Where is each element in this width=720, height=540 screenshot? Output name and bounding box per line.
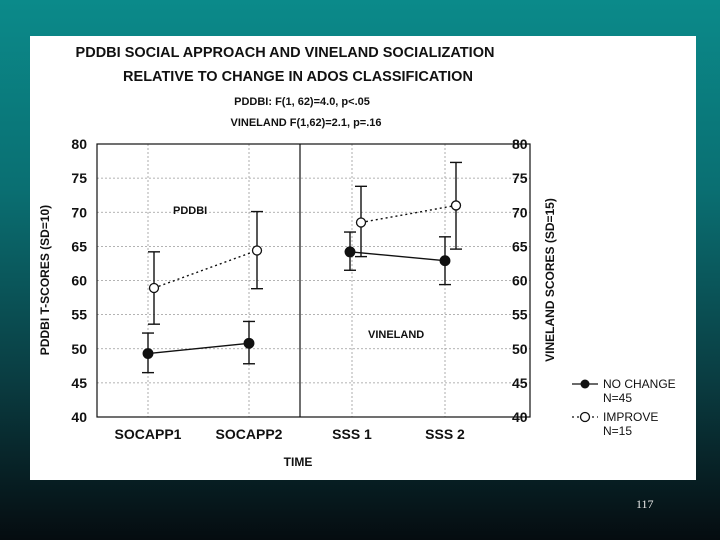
data-point-improve [355,217,367,228]
series [142,161,462,374]
y-tick-label-right: 50 [512,341,528,357]
x-tick-label: SOCAPP2 [216,426,283,442]
chart: PDDBI SOCIAL APPROACH AND VINELAND SOCIA… [38,45,676,469]
y-tick-label-right: 55 [512,307,528,323]
series-line-improve [153,249,258,289]
legend-marker-no-change [580,379,590,389]
series-line-no-change [147,342,250,355]
chart-subtitle-line-2: VINELAND F(1,62)=2.1, p=.16 [231,117,382,129]
y-tick-label-right: 40 [512,409,528,425]
y-tick-label-left: 80 [71,136,87,152]
legend-marker-improve [579,411,591,423]
legend-n-improve: N=15 [603,424,632,438]
chart-subtitle-line-1: PDDBI: F(1, 62)=4.0, p<.05 [234,96,370,108]
data-point-no-change [243,337,255,349]
legend-n-no-change: N=45 [603,391,632,405]
slide-panel: PDDBI SOCIAL APPROACH AND VINELAND SOCIA… [30,36,696,480]
y-tick-label-left: 60 [71,273,87,289]
annotation-vineland: VINELAND [368,329,424,341]
y-tick-label-left: 65 [71,238,87,254]
y-tick-label-left: 70 [71,204,87,220]
y-tick-label-left: 50 [71,341,87,357]
y-tick-label-right: 60 [512,273,528,289]
y-tick-label-right: 65 [512,238,528,254]
x-tick-label: SSS 2 [425,426,465,442]
y-tick-label-left: 55 [71,307,87,323]
y-tick-label-right: 45 [512,375,528,391]
y-tick-label-left: 45 [71,375,87,391]
gridlines [97,144,530,417]
data-point-no-change [439,255,451,267]
x-tick-labels: SOCAPP1 SOCAPP2 SSS 1 SSS 2 [115,426,466,442]
legend-label-no-change: NO CHANGE [603,377,676,391]
data-point-improve [148,282,160,294]
legend: NO CHANGE N=45 IMPROVE N=15 [572,377,676,438]
y-tick-label-left: 40 [71,409,87,425]
y-axis-label-left: PDDBI T-SCORES (SD=10) [38,205,52,355]
series-line-no-change [349,251,446,262]
y-tick-label-right: 70 [512,204,528,220]
page-number: 117 [636,497,654,511]
data-point-no-change [142,348,154,359]
x-tick-label: SOCAPP1 [115,426,182,442]
data-point-no-change [344,246,356,258]
legend-label-improve: IMPROVE [603,410,658,424]
plot-frame [96,143,531,418]
y-axis-label-right: VINELAND SCORES (SD=15) [543,198,557,362]
x-axis-label: TIME [284,455,313,469]
x-tick-label: SSS 1 [332,426,372,442]
data-point-improve [251,245,263,256]
y-tick-labels: 40 40 45 45 50 50 55 55 60 60 65 65 70 70 75 75 80 80 [71,136,527,425]
series-line-improve [360,204,457,224]
y-tick-label-left: 75 [71,170,87,186]
annotation-pddbi: PDDBI [173,205,207,217]
chart-title-line-2: RELATIVE TO CHANGE IN ADOS CLASSIFICATIO… [123,69,473,85]
data-point-improve [450,200,462,211]
y-tick-label-right: 75 [512,170,528,186]
y-tick-label-right: 80 [512,136,528,152]
chart-title-line-1: PDDBI SOCIAL APPROACH AND VINELAND SOCIA… [76,45,495,61]
